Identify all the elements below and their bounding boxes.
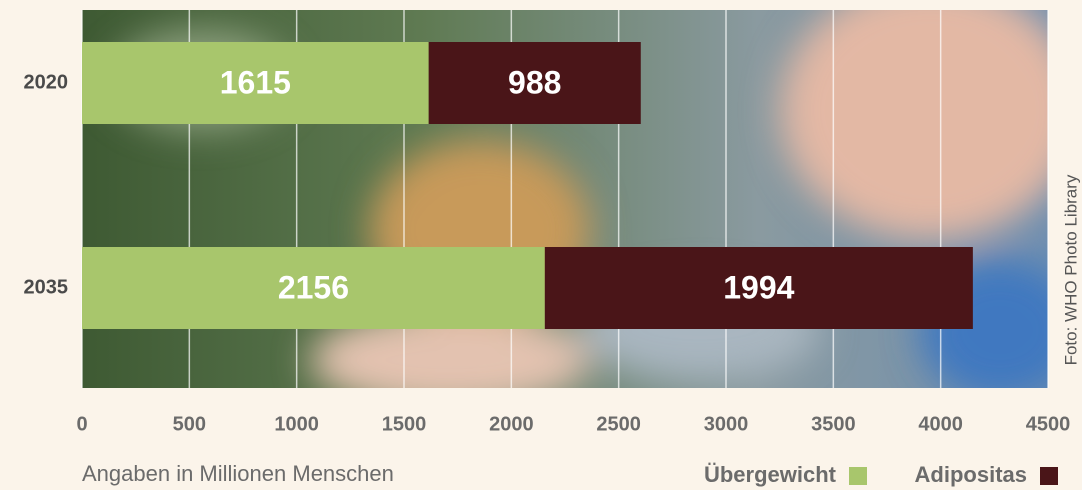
y-tick-label: 2020 <box>24 71 69 93</box>
note: Angaben in Millionen Menschen <box>82 461 394 486</box>
bar-segment <box>544 247 973 329</box>
x-tick-label: 2500 <box>596 413 641 435</box>
data-label: 1994 <box>723 269 794 305</box>
x-tick-label: 2000 <box>489 413 534 435</box>
x-tick-label: 3000 <box>704 413 749 435</box>
legend-swatch <box>849 467 867 485</box>
bar-segment <box>82 247 545 329</box>
x-tick-label: 1500 <box>382 413 427 435</box>
legend-label: Übergewicht <box>704 462 837 487</box>
x-tick-label: 3500 <box>811 413 856 435</box>
x-tick-label: 1000 <box>274 413 319 435</box>
y-tick-label: 2035 <box>24 276 69 298</box>
legend-swatch <box>1040 467 1058 485</box>
x-tick-label: 4000 <box>918 413 963 435</box>
x-tick-label: 4500 <box>1026 413 1071 435</box>
legend-label: Adipositas <box>915 462 1027 487</box>
data-label: 988 <box>508 64 561 100</box>
photo-credit: Foto: WHO Photo Library <box>1061 174 1080 365</box>
data-label: 2156 <box>278 269 349 305</box>
bar-segment <box>428 42 641 124</box>
bar-segment <box>82 42 429 124</box>
x-tick-label: 500 <box>173 413 206 435</box>
data-label: 1615 <box>220 64 291 100</box>
x-tick-label: 0 <box>76 413 87 435</box>
